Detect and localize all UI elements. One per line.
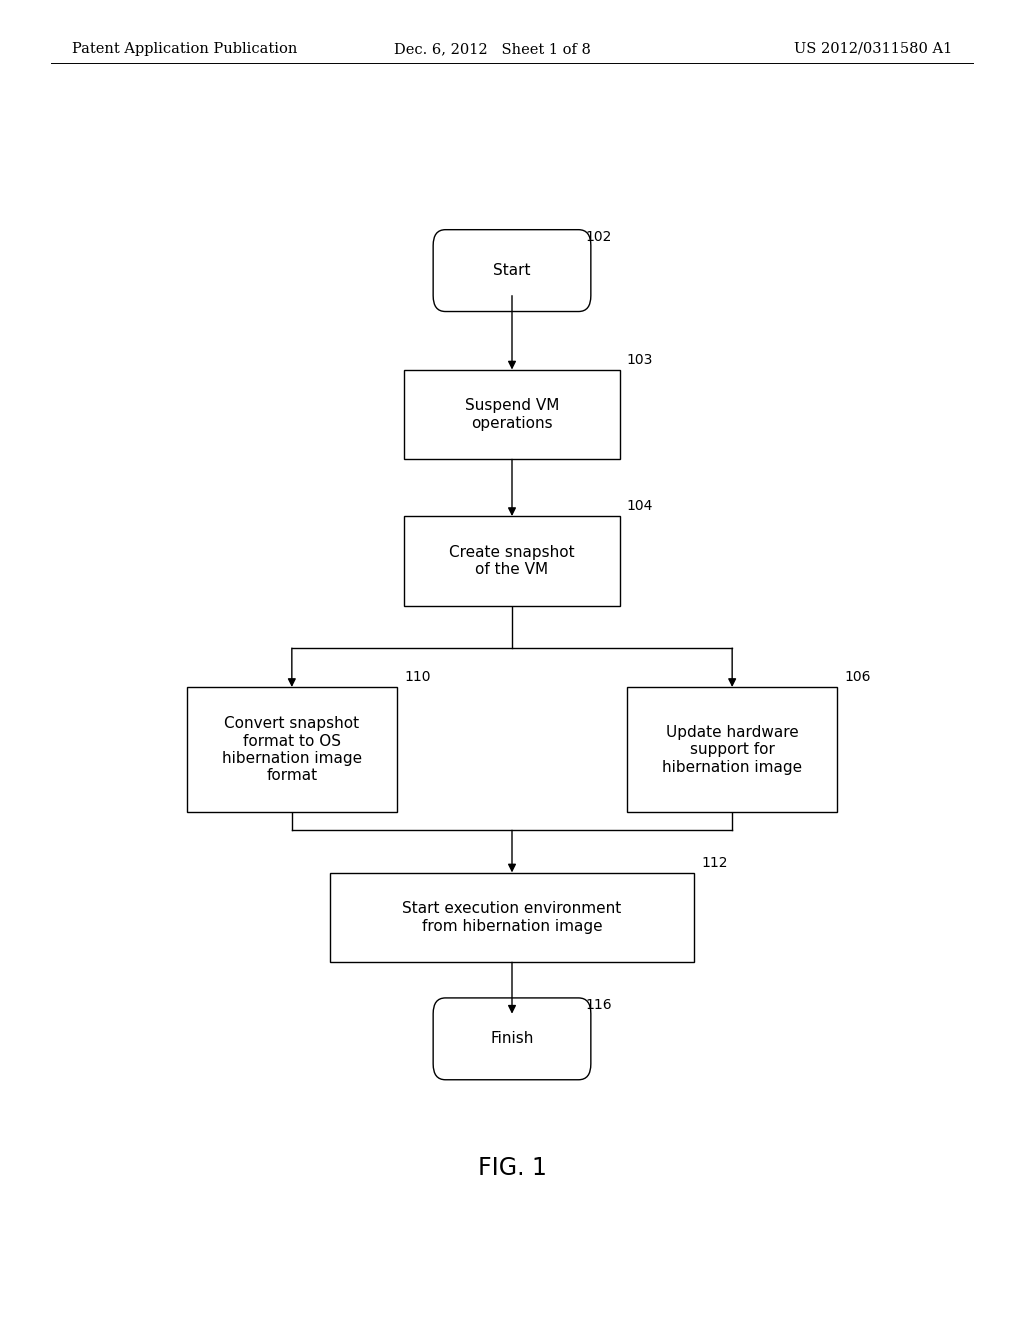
Text: Start execution environment
from hibernation image: Start execution environment from hiberna… — [402, 902, 622, 933]
FancyBboxPatch shape — [433, 230, 591, 312]
Text: 116: 116 — [586, 998, 612, 1012]
Text: Create snapshot
of the VM: Create snapshot of the VM — [450, 545, 574, 577]
Text: 106: 106 — [845, 669, 871, 684]
FancyBboxPatch shape — [330, 873, 694, 962]
FancyBboxPatch shape — [404, 370, 620, 459]
Text: Finish: Finish — [490, 1031, 534, 1047]
Text: Suspend VM
operations: Suspend VM operations — [465, 399, 559, 430]
Text: 112: 112 — [701, 855, 728, 870]
Text: Update hardware
support for
hibernation image: Update hardware support for hibernation … — [663, 725, 802, 775]
FancyBboxPatch shape — [627, 686, 837, 812]
Text: 104: 104 — [627, 499, 653, 513]
Text: Convert snapshot
format to OS
hibernation image
format: Convert snapshot format to OS hibernatio… — [222, 717, 361, 783]
Text: US 2012/0311580 A1: US 2012/0311580 A1 — [794, 42, 952, 55]
FancyBboxPatch shape — [186, 686, 396, 812]
Text: FIG. 1: FIG. 1 — [477, 1156, 547, 1180]
Text: 103: 103 — [627, 352, 653, 367]
Text: Patent Application Publication: Patent Application Publication — [72, 42, 297, 55]
Text: Dec. 6, 2012   Sheet 1 of 8: Dec. 6, 2012 Sheet 1 of 8 — [394, 42, 591, 55]
Text: Start: Start — [494, 263, 530, 279]
FancyBboxPatch shape — [433, 998, 591, 1080]
Text: 102: 102 — [586, 230, 612, 244]
FancyBboxPatch shape — [404, 516, 620, 606]
Text: 110: 110 — [404, 669, 431, 684]
